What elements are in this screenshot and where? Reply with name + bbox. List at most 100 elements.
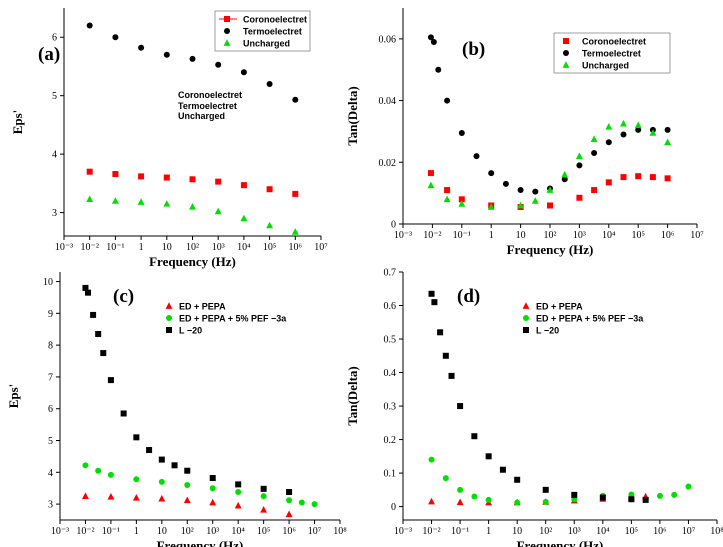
data-point [517,187,524,194]
legend-marker [223,39,231,46]
y-tick-label: 0.7 [384,268,397,279]
legend: Coronoelectret Termoelectret Uncharged [553,32,671,74]
y-tick-label: 0.3 [384,402,397,413]
data-point [428,456,435,463]
data-point [514,476,521,483]
data-point [90,311,97,318]
y-tick-label: 0.04 [379,96,397,107]
data-point [171,462,178,469]
series-1 [82,492,293,518]
y-axis-label: Tan(Delta) [345,366,360,425]
data-point [671,491,678,498]
data-point [473,153,480,160]
data-point [635,126,642,133]
y-tick-label: 8 [48,341,53,352]
x-axis-label: Frequency (Hz) [157,538,244,547]
x-axis-label: Frequency (Hz) [507,242,594,257]
data-point [428,290,435,297]
data-point [514,499,521,506]
chart-panel-2: 10⁻³ 10⁻² 10⁻¹ 1 10 10² 10³ 10⁴ 10⁵ 10⁶ 10⁷ 0 0.02 0.… [345,8,704,257]
y-tick-label: 0 [391,502,396,513]
x-tick-label: 10⁶ [661,230,675,241]
data-point [542,486,549,493]
data-point [235,489,242,496]
x-tick-label: 10⁻² [81,242,99,253]
data-point [266,81,273,87]
data-point [427,34,434,41]
x-tick-label: 10 [162,242,172,253]
data-point [487,203,495,210]
data-point [628,491,635,498]
data-point [502,180,509,187]
x-axis-label: Frequency (Hz) [149,254,236,269]
data-point [86,168,93,175]
data-point [214,207,222,215]
x-tick-label: 10⁸ [710,526,723,537]
legend-label: Uncharged [582,61,629,71]
data-point [82,492,89,499]
data-point [266,186,273,193]
data-point [158,494,166,502]
data-point [285,510,293,518]
y-tick-label: 0.2 [384,435,397,446]
y-axis-label: Tan(Delta) [345,86,360,145]
annotation-text: Termoelectret [178,101,237,111]
y-axis-label: Eps' [6,384,21,409]
legend-marker [166,327,172,333]
x-tick-label: 10³ [206,526,219,537]
data-point [95,331,102,337]
data-point [209,485,216,492]
data-point [457,486,464,493]
data-point [448,372,455,379]
data-point [298,499,305,506]
annotation-text: Coronoelectret [178,90,242,100]
x-tick-label: 10³ [212,242,225,253]
series-3 [428,290,649,503]
data-point [649,129,657,136]
data-point [437,329,444,336]
data-point [605,123,613,130]
y-tick-label: 3 [48,500,53,511]
data-point [456,498,464,506]
data-point [517,201,525,209]
data-point [215,61,222,68]
data-point [133,434,140,441]
data-point [590,135,598,142]
data-point [628,496,635,503]
data-point [458,196,465,203]
y-tick-label: 7 [48,372,53,383]
legend: Coronoelectret Termoelectret Uncharged [214,10,311,52]
y-tick-label: 10 [43,277,53,288]
x-tick-label: 10⁻³ [394,230,412,241]
chart-panel-3: 10⁻³ 10⁻² 10⁻¹ 1 10 10² 10³ 10⁴ 10⁵ 10⁶ 10⁷ 10⁸ 3 4 5 6… [6,272,347,547]
data-point [82,284,89,291]
data-point [240,69,247,76]
x-tick-label: 10⁴ [602,230,616,241]
x-tick-label: 10⁴ [237,242,251,253]
legend-box [214,10,311,52]
x-tick-label: 1 [486,526,491,537]
x-tick-label: 10⁻³ [394,526,412,537]
series-3 [86,195,299,235]
y-tick-label: 0.5 [384,335,397,346]
data-point [561,176,568,183]
data-point [485,453,492,460]
legend-label: ED + PEPA + 5% PEF −3a [179,314,287,324]
x-tick-label: 10² [181,526,194,537]
data-point [443,195,451,203]
series-2 [82,462,318,508]
data-point [163,200,171,207]
data-point [599,494,606,501]
legend: ED + PEPA ED + PEPA + 5% PEF −3a L −20 [165,302,287,336]
x-tick-label: 10³ [573,230,586,241]
x-tick-label: 10⁵ [263,242,277,253]
panel-label: (b) [462,39,485,60]
data-point [531,197,539,204]
data-point [499,466,506,473]
data-point [435,66,442,73]
y-tick-label: 0.6 [384,301,397,312]
data-point [189,176,196,183]
legend-label: ED + PEPA + 5% PEF −3a [536,314,644,324]
data-point [209,498,217,506]
legend-label: Coronoelectret [243,15,307,25]
